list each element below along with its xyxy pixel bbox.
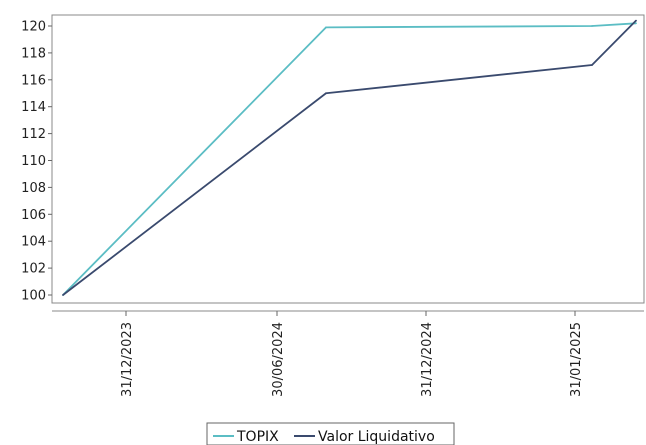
y-tick-label: 110 [21,154,46,169]
y-tick-label: 120 [21,20,46,35]
y-tick-label: 108 [21,181,46,196]
data-point [62,294,64,296]
data-point [591,25,593,27]
legend-label: Valor Liquidativo [318,429,435,445]
legend-box [206,422,455,445]
data-point [591,64,593,66]
y-tick-label: 104 [21,235,46,250]
y-tick-label: 100 [21,289,46,304]
y-tick-label: 118 [21,46,46,61]
data-point [635,19,637,22]
y-tick-label: 106 [21,208,46,223]
x-tick-label: 31/12/2024 [420,322,435,397]
data-point [325,92,327,95]
y-tick-label: 114 [21,100,46,115]
legend-label: TOPIX [236,429,279,445]
y-tick-label: 116 [21,73,46,88]
y-tick-label: 102 [21,262,46,277]
series-line-valor-liquidativo [62,19,637,296]
series-layer [62,19,637,296]
legend: TOPIX Valor Liquidativo [206,422,455,445]
x-tick-label: 31/12/2023 [120,322,135,397]
y-axis: 100 102 104 106 108 110 112 114 116 118 120 [21,20,52,304]
x-tick-label: 31/01/2025 [569,322,584,397]
y-tick-label: 112 [21,127,46,142]
plot-area [51,14,645,304]
data-point [325,26,327,29]
x-tick-label: 30/06/2024 [271,322,286,397]
series-line-topix [62,22,637,296]
data-point [635,22,637,25]
x-axis: 31/12/2023 30/06/2024 31/12/2024 31/01/2025 [52,310,644,397]
